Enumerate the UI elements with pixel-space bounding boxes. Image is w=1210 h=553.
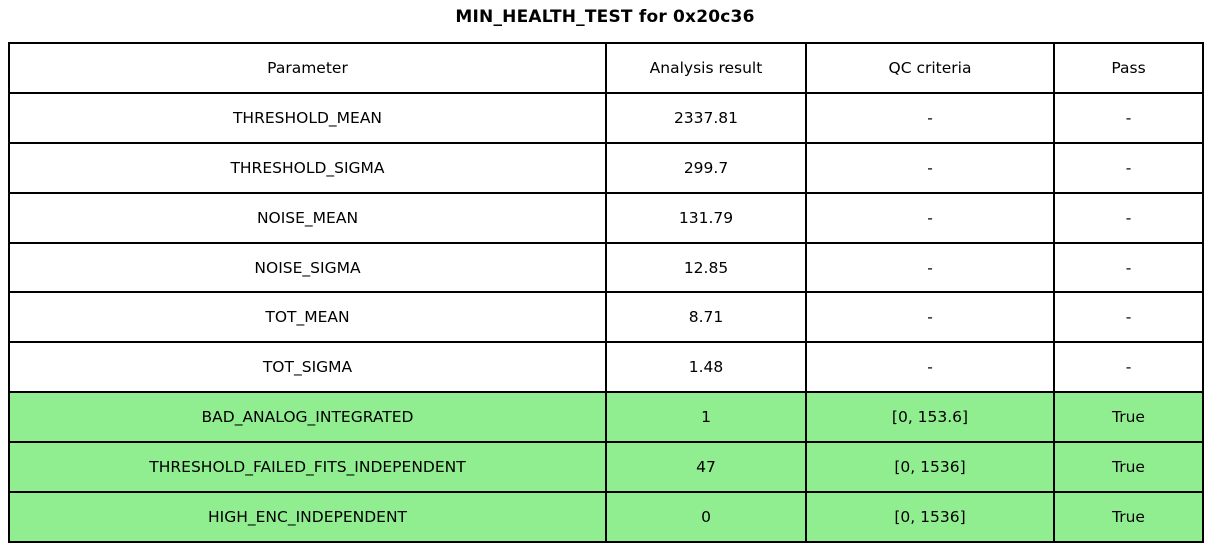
cell-analysis-result: 299.7 xyxy=(605,141,807,194)
table-row: THRESHOLD_SIGMA 299.7 - - xyxy=(8,141,1204,194)
cell-qc-criteria: - xyxy=(805,91,1055,144)
cell-pass: - xyxy=(1053,341,1204,394)
cell-qc-criteria: - xyxy=(805,191,1055,244)
page-title: MIN_HEALTH_TEST for 0x20c36 xyxy=(455,7,755,27)
table-row: NOISE_SIGMA 12.85 - - xyxy=(8,241,1204,294)
cell-qc-criteria: - xyxy=(805,241,1055,294)
cell-qc-criteria: [0, 1536] xyxy=(805,441,1055,494)
qc-results-table: Parameter Analysis result QC criteria Pa… xyxy=(8,42,1204,543)
cell-parameter: THRESHOLD_FAILED_FITS_INDEPENDENT xyxy=(8,441,607,494)
column-header-parameter: Parameter xyxy=(8,42,607,94)
cell-qc-criteria: [0, 1536] xyxy=(805,491,1055,543)
cell-pass: True xyxy=(1053,491,1204,543)
cell-pass: - xyxy=(1053,291,1204,344)
cell-analysis-result: 0 xyxy=(605,491,807,543)
cell-qc-criteria: - xyxy=(805,291,1055,344)
cell-pass: True xyxy=(1053,441,1204,494)
cell-qc-criteria: [0, 153.6] xyxy=(805,391,1055,444)
table-row: TOT_SIGMA 1.48 - - xyxy=(8,341,1204,394)
table-row: NOISE_MEAN 131.79 - - xyxy=(8,191,1204,244)
cell-pass: - xyxy=(1053,191,1204,244)
cell-parameter: THRESHOLD_MEAN xyxy=(8,91,607,144)
cell-analysis-result: 8.71 xyxy=(605,291,807,344)
cell-analysis-result: 131.79 xyxy=(605,191,807,244)
cell-parameter: BAD_ANALOG_INTEGRATED xyxy=(8,391,607,444)
cell-parameter: NOISE_MEAN xyxy=(8,191,607,244)
cell-parameter: TOT_MEAN xyxy=(8,291,607,344)
cell-analysis-result: 12.85 xyxy=(605,241,807,294)
cell-parameter: TOT_SIGMA xyxy=(8,341,607,394)
table-header-row: Parameter Analysis result QC criteria Pa… xyxy=(8,42,1204,94)
cell-pass: True xyxy=(1053,391,1204,444)
column-header-qc-criteria: QC criteria xyxy=(805,42,1055,94)
cell-pass: - xyxy=(1053,91,1204,144)
cell-pass: - xyxy=(1053,241,1204,294)
column-header-pass: Pass xyxy=(1053,42,1204,94)
cell-analysis-result: 1.48 xyxy=(605,341,807,394)
cell-analysis-result: 1 xyxy=(605,391,807,444)
table-row: TOT_MEAN 8.71 - - xyxy=(8,291,1204,344)
cell-analysis-result: 47 xyxy=(605,441,807,494)
cell-parameter: THRESHOLD_SIGMA xyxy=(8,141,607,194)
cell-pass: - xyxy=(1053,141,1204,194)
cell-analysis-result: 2337.81 xyxy=(605,91,807,144)
table-row: THRESHOLD_FAILED_FITS_INDEPENDENT 47 [0,… xyxy=(8,441,1204,494)
cell-qc-criteria: - xyxy=(805,341,1055,394)
cell-qc-criteria: - xyxy=(805,141,1055,194)
cell-parameter: HIGH_ENC_INDEPENDENT xyxy=(8,491,607,543)
table-row: HIGH_ENC_INDEPENDENT 0 [0, 1536] True xyxy=(8,491,1204,543)
table-row: THRESHOLD_MEAN 2337.81 - - xyxy=(8,91,1204,144)
column-header-analysis-result: Analysis result xyxy=(605,42,807,94)
table-row: BAD_ANALOG_INTEGRATED 1 [0, 153.6] True xyxy=(8,391,1204,444)
cell-parameter: NOISE_SIGMA xyxy=(8,241,607,294)
